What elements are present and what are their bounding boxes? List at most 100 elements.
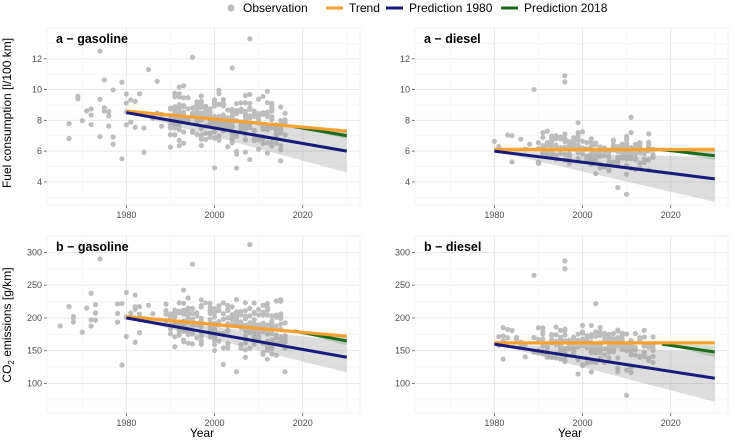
observation-point xyxy=(264,140,271,146)
observation-point xyxy=(641,334,647,340)
x-tick-label: 2020 xyxy=(661,210,681,220)
observation-point xyxy=(207,110,213,116)
observation-point xyxy=(229,139,235,146)
y-tick-label: 8 xyxy=(405,115,410,125)
observation-point xyxy=(264,124,271,130)
observation-point xyxy=(216,303,222,309)
observation-point xyxy=(619,346,625,352)
observation-point xyxy=(194,109,200,115)
observation-point xyxy=(136,330,143,336)
observation-point xyxy=(579,138,586,144)
observation-point xyxy=(242,92,248,99)
trend-line xyxy=(126,315,347,338)
observation-point xyxy=(176,109,182,115)
observation-point xyxy=(203,136,209,142)
observation-point xyxy=(269,143,275,149)
observation-point xyxy=(172,90,178,96)
observation-point xyxy=(216,113,222,120)
observation-point xyxy=(225,315,231,321)
observation-point xyxy=(278,321,284,327)
observation-point xyxy=(264,150,271,156)
legend-item-prediction-1980: Prediction 1980 xyxy=(386,1,493,15)
observation-point xyxy=(540,336,546,342)
observation-point xyxy=(273,352,279,358)
observation-point xyxy=(207,317,213,323)
observation-point xyxy=(207,334,213,340)
panel-bottom-right: 1980 2000 2020 100 150 200 250 300 b − diesel xyxy=(395,235,729,428)
observation-point xyxy=(229,65,235,71)
observation-point xyxy=(176,310,182,316)
observation-point xyxy=(571,335,577,341)
observation-point xyxy=(198,101,204,107)
observation-point xyxy=(641,354,647,360)
observation-point xyxy=(549,354,555,361)
observation-point xyxy=(278,335,284,341)
observation-point xyxy=(238,342,244,348)
observation-point xyxy=(264,99,271,106)
legend-prediction-2018-label: Prediction 2018 xyxy=(524,1,608,15)
observation-point xyxy=(606,159,612,165)
observation-point xyxy=(141,125,147,131)
observation-point xyxy=(624,191,630,197)
observation-point xyxy=(207,325,213,331)
observation-point xyxy=(518,136,524,142)
observation-point xyxy=(637,160,643,166)
observation-point xyxy=(203,300,209,306)
observation-point xyxy=(75,96,81,102)
observation-point xyxy=(225,343,231,349)
observation-point xyxy=(264,322,271,328)
observation-point xyxy=(540,329,546,335)
y-tick-label: 6 xyxy=(405,146,410,156)
observation-point xyxy=(632,344,639,351)
observation-point xyxy=(57,323,63,329)
observation-point xyxy=(229,304,235,310)
observation-point xyxy=(225,121,231,127)
observation-point xyxy=(282,338,288,345)
observation-point xyxy=(242,123,248,129)
observation-point xyxy=(211,103,218,109)
observation-point xyxy=(610,349,616,355)
observation-point xyxy=(637,353,643,360)
observation-point xyxy=(141,149,147,155)
observation-point xyxy=(619,333,625,339)
observation-point xyxy=(159,123,165,129)
observation-point xyxy=(225,302,231,309)
observation-point xyxy=(176,143,182,149)
observation-point xyxy=(282,110,288,116)
x-tick-label: 2000 xyxy=(205,210,225,220)
observation-point xyxy=(225,107,231,113)
observation-point xyxy=(247,106,253,112)
x-tick-label: 1980 xyxy=(116,418,136,428)
observation-point xyxy=(557,327,564,333)
observation-point xyxy=(229,316,235,323)
observation-point xyxy=(247,100,253,106)
legend: Observation Trend Prediction 1980 Predic… xyxy=(227,1,608,15)
observation-point xyxy=(181,287,187,293)
observation-point xyxy=(79,118,85,124)
y-tick-label: 250 xyxy=(395,280,410,290)
observation-point xyxy=(593,152,599,159)
observation-point xyxy=(181,83,187,89)
plot-border xyxy=(46,235,361,414)
observation-point xyxy=(119,300,125,307)
observation-point xyxy=(251,341,257,347)
observation-point xyxy=(229,136,235,142)
observation-point xyxy=(632,352,639,358)
observation-point xyxy=(588,322,594,329)
observation-point xyxy=(194,103,200,109)
observation-point xyxy=(194,131,200,138)
y-tick-label: 100 xyxy=(27,379,42,389)
observation-point xyxy=(88,323,94,329)
observation-point xyxy=(203,130,209,136)
observation-point xyxy=(273,312,279,318)
observation-point xyxy=(181,300,187,306)
observation-point xyxy=(251,128,257,134)
legend-prediction-1980-label: Prediction 1980 xyxy=(409,1,493,15)
observation-point xyxy=(66,304,72,310)
observation-point xyxy=(247,320,253,326)
observation-point xyxy=(566,150,572,157)
prediction-1980-line xyxy=(494,342,716,380)
observation-point xyxy=(247,330,253,336)
observation-point xyxy=(189,105,196,111)
observation-point xyxy=(97,48,103,54)
